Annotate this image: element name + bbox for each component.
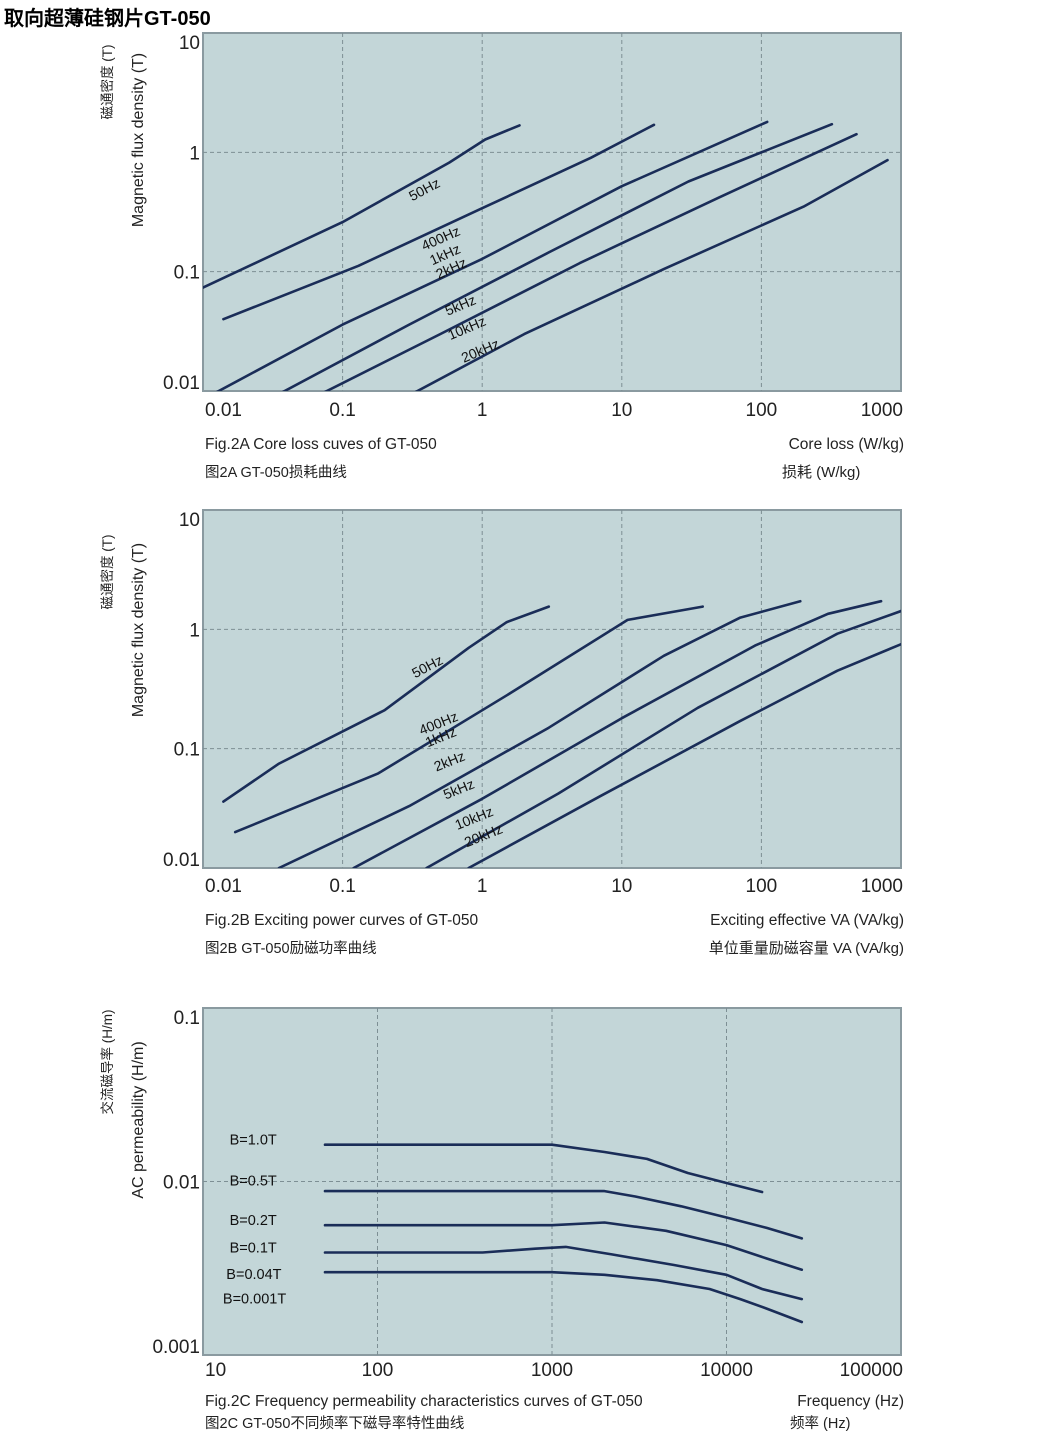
fig2a-series-2kHz [281, 122, 834, 391]
fig2c-curve-label: B=1.0T [230, 1133, 277, 1149]
fig2b-xlabel-cn: 单位重量励磁容量 VA (VA/kg) [708, 940, 904, 957]
fig2b-xtick-label: 0.01 [205, 876, 242, 897]
fig2b-ytick-label: 10 [179, 510, 200, 531]
fig2a-ylabel-cn: 磁通密度 (T) [99, 45, 115, 120]
chart-fig2b: 0.01 0.1 1 10 100 1000 0.01 0.1 1 10 Magnetic flux… [0, 490, 1044, 970]
fig2b-series-group [222, 599, 901, 868]
fig2a-series-group [203, 120, 889, 391]
page-title: 取向超薄硅钢片GT-050 [4, 8, 211, 30]
fig2c-series-B02T [323, 1221, 804, 1271]
fig2c-xtick-label: 100000 [840, 1360, 903, 1381]
fig2c-ytick-label: 0.01 [163, 1173, 200, 1194]
chart-fig2b-svg: 0.01 0.1 1 10 100 1000 0.01 0.1 1 10 Magnetic flux… [99, 509, 903, 897]
fig2c-series-B10T [323, 1143, 764, 1194]
fig2c-ylabel-cn: 交流磁导率 (H/m) [99, 1010, 115, 1115]
fig2b-series-50Hz [222, 605, 551, 803]
fig2a-ytick-label: 10 [179, 33, 200, 54]
fig2a-xlabel-en: Core loss (W/kg) [788, 436, 904, 453]
fig2c-xtick-label: 10 [205, 1360, 226, 1381]
fig2a-series-50Hz [203, 124, 521, 290]
fig2c-curve-label: B=0.04T [226, 1267, 281, 1283]
fig2a-series-1kHz [216, 120, 769, 391]
fig2c-curve-label: B=0.2T [230, 1213, 277, 1229]
fig2c-xlabel-cn: 频率 (Hz) [790, 1416, 851, 1432]
fig2a-xtick-label: 100 [746, 400, 778, 421]
chart-fig2c: 10 100 1000 10000 100000 0.001 0.01 0.1 AC perme… [0, 970, 1044, 1434]
fig2b-plot-area [202, 509, 902, 869]
fig2a-caption-cn: 图2A GT-050损耗曲线 [205, 465, 347, 481]
fig2c-curve-label: B=0.5T [230, 1173, 277, 1189]
fig2c-series-B004T [323, 1270, 804, 1324]
fig2b-xtick-label: 1 [477, 876, 488, 897]
fig2a-xtick-label: 1 [477, 400, 488, 421]
fig2a-xtick-label: 10 [611, 400, 632, 421]
chart-fig2a-svg: 0.01 0.1 1 10 100 1000 0.01 0.1 1 10 Magnetic flux… [99, 32, 903, 421]
fig2a-series-10kHz [414, 158, 889, 391]
fig2c-caption-cn: 图2C GT-050不同频率下磁导率特性曲线 [205, 1416, 465, 1432]
fig2b-ylabel: Magnetic flux density (T) [130, 543, 147, 717]
fig2b-ytick-label: 0.01 [163, 850, 200, 871]
fig2c-ytick-label: 0.001 [152, 1337, 200, 1358]
fig2b-series-5kHz [425, 609, 901, 868]
fig2b-ytick-label: 1 [189, 620, 200, 641]
fig2c-xtick-label: 100 [362, 1360, 394, 1381]
fig2a-ytick-label: 1 [189, 143, 200, 164]
fig2b-series-2kHz [352, 599, 883, 868]
fig2a-ylabel: Magnetic flux density (T) [130, 53, 147, 227]
fig2b-series-400Hz [233, 605, 704, 834]
fig2a-xtick-label: 0.1 [329, 400, 355, 421]
fig2c-caption-en: Fig.2C Frequency permeability characteri… [205, 1393, 643, 1410]
fig2a-xlabel-cn: 损耗 (W/kg) [782, 464, 861, 481]
fig2a-ytick-label: 0.01 [163, 373, 200, 394]
fig2c-curve-label: B=0.001T [223, 1292, 286, 1308]
chart-fig2a: 0.01 0.1 1 10 100 1000 0.01 0.1 1 10 Magnetic flux… [0, 0, 1044, 490]
fig2b-ytick-label: 0.1 [174, 740, 200, 761]
fig2b-series-10kHz [467, 642, 901, 868]
fig2b-xtick-label: 0.1 [329, 876, 355, 897]
fig2b-xtick-label: 100 [746, 876, 778, 897]
fig2a-series-5kHz [324, 132, 858, 391]
fig2b-caption-cn: 图2B GT-050励磁功率曲线 [205, 941, 377, 957]
fig2a-xtick-label: 0.01 [205, 400, 242, 421]
fig2a-series-400Hz [222, 123, 656, 321]
fig2c-xtick-label: 1000 [531, 1360, 573, 1381]
fig2b-ylabel-cn: 磁通密度 (T) [99, 535, 115, 610]
fig2a-xtick-label: 1000 [861, 400, 903, 421]
fig2a-caption-en: Fig.2A Core loss cuves of GT-050 [205, 436, 437, 453]
fig2b-xtick-label: 1000 [861, 876, 903, 897]
fig2a-ytick-label: 0.1 [174, 263, 200, 284]
fig2c-series-group [323, 1143, 804, 1324]
fig2b-caption-en: Fig.2B Exciting power curves of GT-050 [205, 912, 479, 929]
chart-fig2c-svg: 10 100 1000 10000 100000 0.001 0.01 0.1 AC perme… [99, 1007, 903, 1381]
fig2c-ylabel: AC permeability (H/m) [130, 1041, 147, 1198]
fig2b-series-1kHz [277, 599, 802, 868]
fig2c-xtick-label: 10000 [700, 1360, 753, 1381]
fig2c-ytick-label: 0.1 [174, 1008, 200, 1029]
fig2c-xlabel-en: Frequency (Hz) [797, 1393, 904, 1410]
fig2a-plot-area [202, 32, 902, 392]
fig2c-series-B05T [323, 1189, 804, 1240]
fig2b-xlabel-en: Exciting effective VA (VA/kg) [710, 912, 904, 929]
fig2c-curve-label: B=0.1T [230, 1241, 277, 1257]
fig2b-xtick-label: 10 [611, 876, 632, 897]
fig2c-series-B01T [323, 1245, 804, 1301]
